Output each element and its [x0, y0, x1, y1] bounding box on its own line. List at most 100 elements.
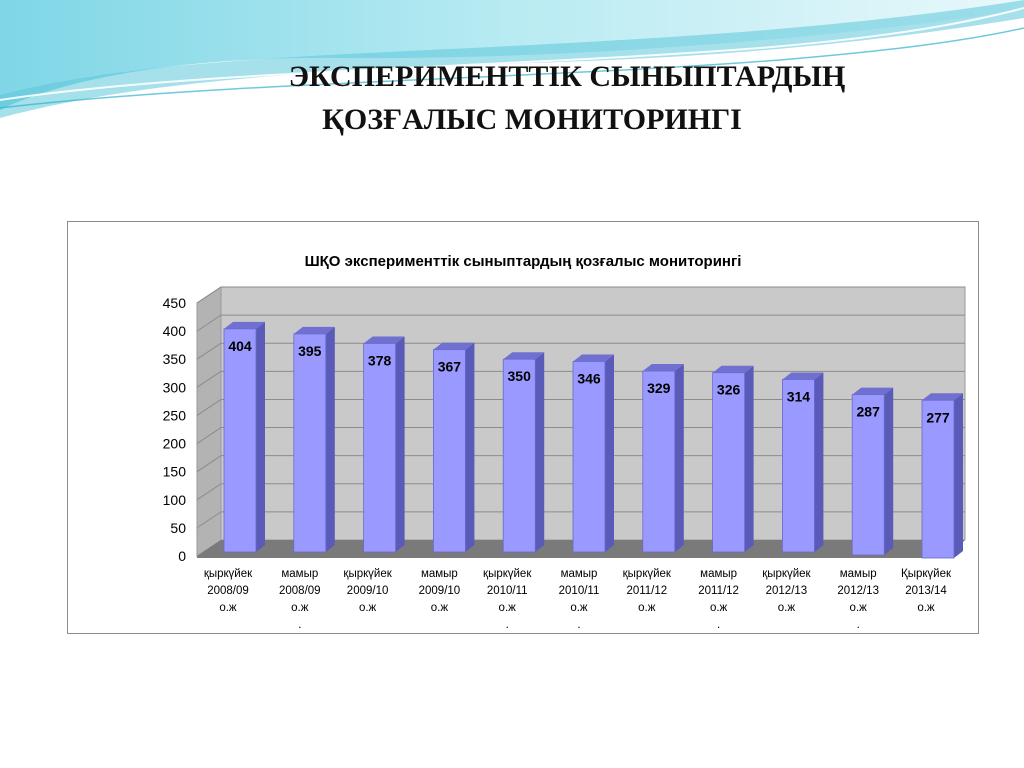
x-tick-label-line: қыркүйек — [623, 568, 672, 580]
y-tick-label: 100 — [163, 492, 187, 508]
x-tick-label: қыркүйек 2011/12 о.ж — [623, 568, 672, 614]
x-tick-label-line: о.ж — [850, 602, 868, 614]
bar — [363, 343, 397, 553]
gridline-diagonal — [196, 286, 222, 304]
x-tick-label-line: 2011/12 — [698, 585, 739, 597]
data-label: 314 — [787, 388, 811, 404]
bar-side — [395, 336, 405, 552]
x-tick-label: мамыр 2008/09 о.ж. — [279, 568, 321, 631]
bar-top — [573, 354, 614, 362]
x-tick-label-line: мамыр — [840, 568, 877, 580]
x-tick-label-line: о.ж — [917, 602, 935, 614]
x-tick-label-line: о.ж — [499, 602, 517, 614]
bar — [851, 394, 885, 556]
data-label: 277 — [926, 409, 950, 425]
x-tick-label-line: 2010/11 — [559, 585, 600, 597]
x-tick-label-line: о.ж — [778, 602, 796, 614]
y-tick-label: 250 — [163, 407, 187, 423]
header-wave-decoration — [0, 0, 1024, 118]
x-tick-label: мамыр 2009/10 о.ж — [419, 568, 461, 614]
x-tick-label: мамыр 2011/12 о.ж. — [698, 568, 739, 631]
data-label: 404 — [228, 338, 252, 354]
x-tick-label-line: о.ж — [710, 602, 728, 614]
x-tick-label-line: о.ж — [638, 602, 656, 614]
bar-side — [605, 354, 614, 552]
y-tick-label: 450 — [163, 295, 187, 311]
bar-side — [954, 393, 963, 558]
bar-side — [884, 387, 894, 555]
data-label: 378 — [368, 352, 392, 368]
bar-side — [325, 326, 335, 552]
data-label: 287 — [857, 404, 881, 420]
x-tick-label-line: 2009/10 — [419, 585, 461, 597]
chart-title: ШҚО эксперименттік сыныптардың қозғалыс … — [304, 253, 742, 270]
x-tick-label-line: қыркүйек — [343, 568, 392, 580]
gridline-diagonal — [196, 455, 222, 473]
data-label: 346 — [577, 370, 601, 386]
x-tick-label-line: мамыр — [421, 568, 458, 580]
bar-top — [293, 326, 335, 334]
y-tick-label: 200 — [163, 436, 187, 452]
gridline-diagonal — [196, 314, 222, 332]
bar-top — [782, 372, 824, 380]
x-tick-label-line: . — [298, 619, 301, 631]
x-tick-label-line: Қыркүйек — [901, 568, 952, 580]
bar — [572, 361, 606, 553]
x-tick-label: мамыр 2012/13 о.ж. — [837, 568, 879, 631]
x-tick-label: қыркүйек 2009/10 о.ж — [343, 568, 392, 614]
y-tick-label: 350 — [163, 351, 187, 367]
bar-side — [814, 372, 824, 552]
bar-top — [224, 321, 265, 329]
bar — [782, 379, 815, 553]
x-tick-label-line: 2012/13 — [837, 585, 879, 597]
slide-title-line-1: ЭКСПЕРИМЕНТТІК СЫНЫПТАРДЫҢ — [288, 60, 846, 93]
x-tick-label-line: 2011/12 — [626, 585, 667, 597]
bar-top — [852, 387, 894, 395]
gridline-diagonal — [196, 399, 222, 416]
x-tick-label-line: 2008/09 — [279, 585, 321, 597]
bar — [642, 370, 676, 553]
data-label: 326 — [717, 382, 741, 398]
bar-top — [433, 342, 475, 350]
gridline-diagonal — [196, 370, 222, 388]
gridline-diagonal — [196, 483, 222, 501]
x-tick-label-line: о.ж — [219, 602, 237, 614]
bar-side — [256, 321, 265, 552]
x-tick-label: қыркүйек 2010/11 о.ж. — [483, 568, 532, 631]
data-label: 329 — [647, 380, 671, 396]
x-tick-label-line: . — [717, 619, 720, 631]
x-tick-label-line: қыркүйек — [483, 568, 532, 580]
bar-top — [642, 364, 684, 372]
data-label: 395 — [298, 343, 322, 359]
bar — [293, 333, 327, 553]
y-tick-label: 50 — [170, 520, 186, 536]
bar-top — [363, 336, 405, 344]
chart-side-wall — [196, 286, 222, 557]
bar-top — [712, 365, 754, 373]
x-tick-label-line: о.ж — [359, 602, 377, 614]
x-tick-label-line: . — [857, 619, 860, 631]
bar — [502, 358, 536, 553]
slide-title-line-2: ҚОЗҒАЛЫС МОНИТОРИНГІ — [322, 103, 742, 136]
y-tick-label: 0 — [178, 548, 186, 564]
x-tick-label: қыркүйек 2012/13 о.ж — [762, 568, 811, 614]
x-tick-label-line: 2012/13 — [766, 585, 808, 597]
y-tick-label: 150 — [163, 464, 187, 480]
x-tick-label-line: мамыр — [281, 568, 318, 580]
x-tick-label-line: 2009/10 — [347, 585, 389, 597]
x-tick-label-line: о.ж — [291, 602, 309, 614]
x-tick-label-line: 2013/14 — [905, 585, 947, 597]
x-tick-label-line: . — [506, 619, 509, 631]
x-tick-label-line: қыркүйек — [204, 568, 253, 580]
bar-side — [465, 342, 475, 552]
x-tick-label-line: 2008/09 — [207, 585, 249, 597]
bar — [921, 399, 955, 559]
bar-side — [674, 364, 684, 552]
x-tick-label-line: 2010/11 — [487, 585, 528, 597]
x-tick-label: мамыр 2010/11 о.ж. — [559, 568, 600, 631]
gridline-diagonal — [196, 427, 222, 444]
bar-top — [922, 393, 963, 401]
x-tick-label-line: қыркүйек — [762, 568, 811, 580]
bar-side — [535, 352, 545, 552]
